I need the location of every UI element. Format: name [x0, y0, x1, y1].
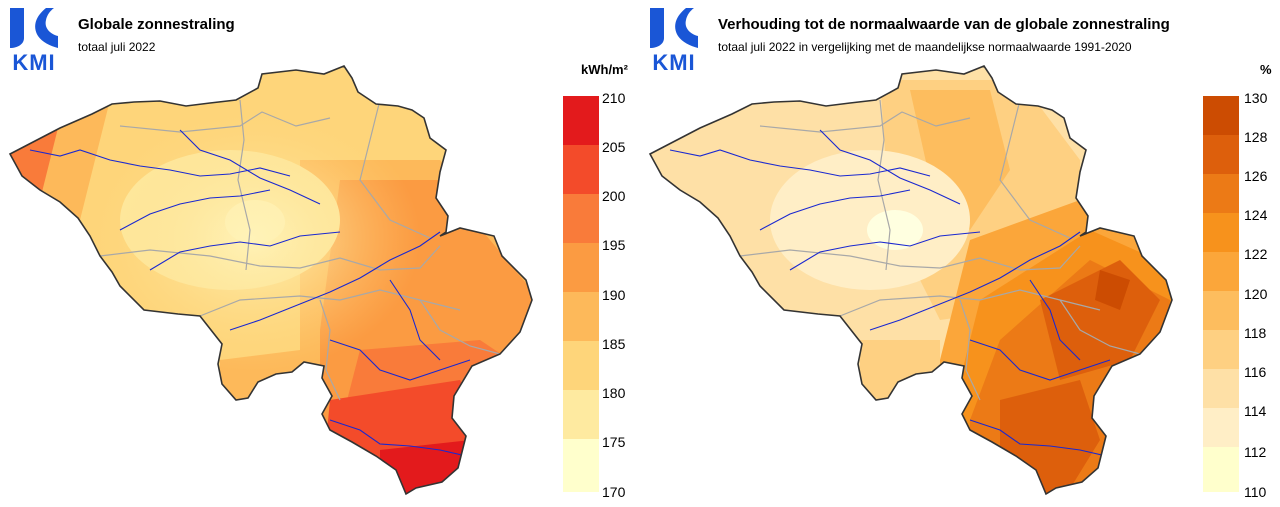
legend-tick: 114	[1244, 403, 1267, 419]
belgium-border	[8, 65, 533, 496]
legend-tick: 124	[1244, 207, 1268, 223]
map-title: Verhouding tot de normaalwaarde van de g…	[718, 16, 1170, 33]
legend-color-bar	[1203, 96, 1239, 492]
legend-tick: 195	[602, 237, 626, 253]
legend-unit: %	[1260, 62, 1272, 77]
panel-radiation-ratio: KMI Verhouding tot de normaalwaarde van …	[640, 0, 1280, 507]
kmi-logo-icon	[650, 8, 698, 48]
legend-tick: 110	[1244, 484, 1267, 500]
legend-tick: 200	[602, 188, 626, 204]
legend-tick: 205	[602, 139, 626, 155]
kmi-logo-icon	[10, 8, 58, 48]
legend-tick: 190	[602, 287, 626, 303]
legend-tick: 116	[1244, 364, 1267, 380]
panel-global-radiation: KMI Globale zonnestraling totaal juli 20…	[6, 6, 628, 500]
kmi-logo: KMI	[646, 6, 702, 74]
legend-tick: 126	[1244, 168, 1268, 184]
legend-tick: 122	[1244, 246, 1268, 262]
legend-tick: 112	[1244, 444, 1267, 460]
map-subtitle: totaal juli 2022	[78, 40, 156, 54]
belgium-ratio-map	[648, 65, 1173, 496]
kmi-logo-text: KMI	[12, 50, 56, 75]
legend-tick: 210	[602, 90, 626, 106]
kmi-logo-text: KMI	[652, 50, 696, 75]
legend-tick: 185	[602, 336, 626, 352]
legend-unit: kWh/m²	[581, 62, 628, 77]
legend-tick: 120	[1244, 286, 1268, 302]
map-subtitle: totaal juli 2022 in vergelijking met de …	[718, 40, 1132, 54]
map-title: Globale zonnestraling	[78, 16, 235, 33]
kmi-logo: KMI	[6, 6, 62, 74]
legend-tick: 180	[602, 385, 626, 401]
legend-tick: 128	[1244, 129, 1268, 145]
legend-tick: 170	[602, 484, 626, 500]
legend-tick: 118	[1244, 325, 1267, 341]
legend-color-bar	[563, 96, 599, 492]
legend-tick: 175	[602, 434, 626, 450]
belgium-border	[648, 65, 1173, 496]
legend-tick: 130	[1244, 90, 1268, 106]
belgium-radiation-map	[8, 65, 533, 496]
